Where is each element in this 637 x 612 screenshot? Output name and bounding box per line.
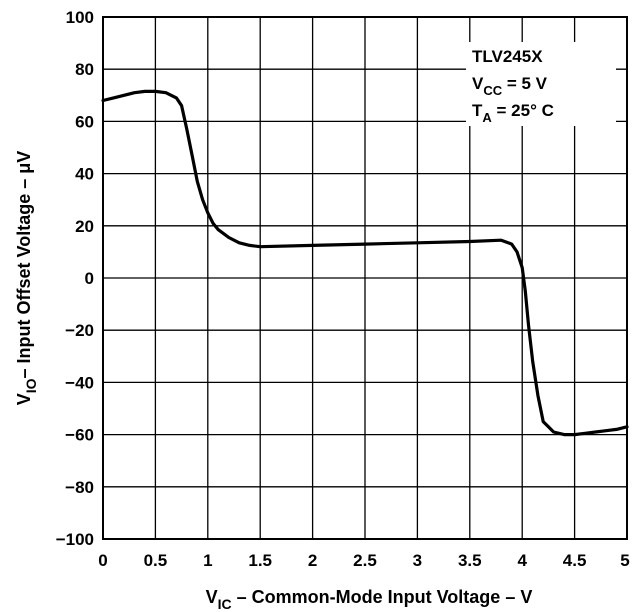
x-tick-label: 4 — [517, 551, 527, 570]
y-axis-label: VIO– Input Offset Voltage – μV — [14, 151, 39, 406]
x-tick-label: 2 — [308, 551, 317, 570]
x-tick-label: 3.5 — [458, 551, 482, 570]
x-tick-label: 4.5 — [563, 551, 587, 570]
y-tick-label: −40 — [65, 373, 94, 392]
y-tick-label: 20 — [75, 217, 94, 236]
annotation-temperature: TA = 25° C — [472, 101, 554, 125]
y-tick-labels: 100 80 60 40 20 0 −20 −40 −60 −80 −100 — [56, 8, 94, 549]
y-tick-label: 60 — [75, 112, 94, 131]
annotation-device: TLV245X — [472, 47, 543, 66]
y-tick-label: 80 — [75, 60, 94, 79]
annotation-background — [466, 42, 616, 126]
y-tick-label: 0 — [85, 269, 94, 288]
annotation-supply: VCC = 5 V — [472, 74, 548, 98]
y-tick-label: 40 — [75, 165, 94, 184]
x-axis-label: VIC – Common-Mode Input Voltage – V — [206, 587, 533, 612]
y-tick-label: −100 — [56, 530, 94, 549]
x-tick-label: 5 — [620, 551, 629, 570]
x-tick-labels: 0 0.5 1 1.5 2 2.5 3 3.5 4 4.5 5 — [98, 551, 629, 570]
x-tick-label: 1.5 — [248, 551, 272, 570]
x-tick-label: 0.5 — [144, 551, 168, 570]
x-tick-label: 2.5 — [353, 551, 377, 570]
x-tick-label: 1 — [203, 551, 212, 570]
y-tick-label: −20 — [65, 321, 94, 340]
y-tick-label: −60 — [65, 426, 94, 445]
series-line-vio — [101, 89, 629, 437]
y-tick-label: −80 — [65, 478, 94, 497]
x-tick-label: 0 — [98, 551, 107, 570]
plot-area-frame — [102, 16, 628, 540]
y-tick-label: 100 — [66, 8, 94, 27]
x-tick-label: 3 — [413, 551, 422, 570]
